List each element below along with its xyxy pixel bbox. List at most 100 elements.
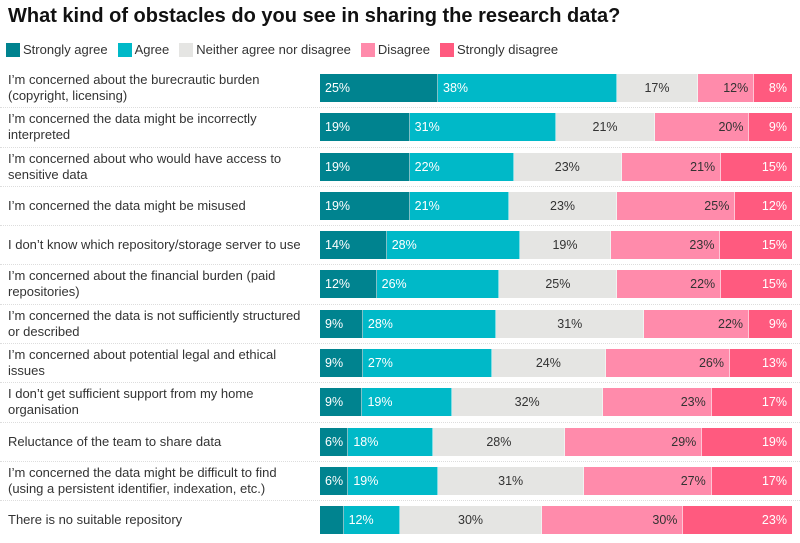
- data-label: 19%: [367, 395, 393, 410]
- bar-segment-strongly-agree: 9%: [320, 388, 363, 417]
- category-label: I don’t get sufficient support from my h…: [8, 386, 254, 418]
- data-label: 27%: [367, 356, 393, 371]
- data-label: 26%: [698, 356, 724, 371]
- legend: Strongly agree Agree Neither agree nor dis…: [6, 42, 558, 57]
- data-label: 31%: [414, 120, 440, 135]
- data-label: 21%: [592, 120, 618, 135]
- data-label: 22%: [718, 316, 744, 331]
- bar-segment-disagree: 29%: [565, 427, 703, 456]
- legend-item: Strongly agree: [6, 42, 108, 57]
- stacked-bar: 9% 19% 32% 23% 17%: [320, 388, 792, 417]
- data-label: 17%: [644, 81, 670, 95]
- legend-swatch: [439, 42, 454, 57]
- data-label: 27%: [680, 473, 706, 488]
- bar-segment-disagree: 12%: [697, 74, 755, 102]
- category-label: I don’t know which repository/storage se…: [8, 237, 301, 253]
- data-label: 29%: [671, 434, 697, 449]
- chart-rows: I’m concerned about the burecrautic burd…: [0, 69, 800, 541]
- bar-segment-strongly-agree: 25%: [320, 74, 438, 102]
- data-label: 12%: [723, 81, 749, 95]
- bar-segment-disagree: 22%: [644, 309, 750, 338]
- bar-segment-strongly-disagree: 8%: [754, 74, 792, 102]
- legend-swatch: [179, 42, 194, 57]
- legend-item: Strongly disagree: [439, 42, 559, 57]
- bar-segment-agree: 18%: [348, 427, 434, 456]
- bar-segment-agree: 31%: [409, 113, 556, 142]
- chart-row: I’m concerned about the burecrautic burd…: [0, 69, 800, 109]
- bar-segment-neither-agree-nor-disagree: 23%: [513, 152, 623, 181]
- legend-swatch: [6, 42, 20, 57]
- data-label: 24%: [535, 356, 561, 371]
- data-label: 19%: [761, 434, 787, 449]
- category-label: There is no suitable repository: [8, 512, 183, 528]
- data-label: 25%: [325, 81, 351, 95]
- bar-segment-strongly-agree: 12%: [320, 270, 377, 299]
- stacked-bar: 12% 30% 30% 23%: [320, 506, 792, 535]
- bar-segment-strongly-agree: 19%: [320, 113, 410, 142]
- data-label: 9%: [325, 356, 344, 371]
- data-label: 19%: [325, 159, 351, 174]
- chart-row: I’m concerned the data might be incorrec…: [0, 108, 800, 148]
- bar-segment-neither-agree-nor-disagree: 28%: [433, 427, 566, 456]
- legend-item: Disagree: [360, 42, 430, 57]
- chart-row: Reluctance of the team to share data 6% 18…: [0, 423, 800, 462]
- data-label: 9%: [768, 316, 787, 331]
- bar-segment-agree: 19%: [362, 388, 453, 417]
- data-label: 22%: [690, 277, 716, 292]
- bar-segment-disagree: 27%: [584, 466, 712, 495]
- bar-segment-agree: 19%: [348, 466, 438, 495]
- category-label: I’m concerned about the burecrautic burd…: [8, 72, 260, 103]
- chart-row: I’m concerned the data is not sufficient…: [0, 305, 800, 345]
- bar-segment-neither-agree-nor-disagree: 19%: [520, 231, 611, 260]
- data-label: 25%: [704, 198, 730, 213]
- bar-segment-strongly-disagree: 12%: [735, 191, 792, 220]
- bar-segment-neither-agree-nor-disagree: 17%: [617, 74, 698, 102]
- bar-segment-disagree: 23%: [603, 388, 712, 417]
- data-label: 20%: [718, 120, 744, 135]
- data-label: 23%: [550, 198, 576, 213]
- legend-item: Agree: [117, 42, 169, 57]
- bar-segment-strongly-disagree: 13%: [730, 349, 792, 378]
- legend-label: Strongly disagree: [456, 42, 559, 57]
- bar-segment-disagree: 26%: [606, 349, 730, 378]
- data-label: 15%: [761, 277, 787, 292]
- category-label: I’m concerned the data might be misused: [8, 197, 246, 213]
- data-label: 28%: [391, 238, 417, 253]
- bar-segment-strongly-agree: [320, 506, 344, 535]
- bar-segment-strongly-agree: 14%: [320, 231, 387, 260]
- data-label: 19%: [325, 198, 351, 213]
- chart-row: There is no suitable repository 12% 30% 30%…: [0, 501, 800, 540]
- data-label: 22%: [414, 159, 440, 174]
- chart-row: I’m concerned the data might be difficul…: [0, 462, 800, 502]
- bar-segment-agree: 22%: [409, 152, 514, 181]
- data-label: 6%: [325, 434, 344, 449]
- category-label: I’m concerned the data is not sufficient…: [8, 307, 301, 339]
- bar-segment-agree: 21%: [409, 191, 509, 220]
- bar-segment-agree: 28%: [362, 309, 497, 338]
- chart-title: What kind of obstacles do you see in sha…: [8, 5, 621, 27]
- bar-segment-neither-agree-nor-disagree: 31%: [496, 309, 645, 338]
- stacked-bar: 9% 27% 24% 26% 13%: [320, 349, 792, 378]
- chart-row: I’m concerned about who would have acces…: [0, 148, 800, 187]
- bar-segment-strongly-agree: 6%: [320, 427, 349, 456]
- category-label: I’m concerned about potential legal and …: [8, 347, 277, 379]
- stacked-bar: 19% 22% 23% 21% 15%: [320, 152, 792, 181]
- chart-row: I’m concerned about potential legal and …: [0, 344, 800, 384]
- data-label: 21%: [690, 159, 716, 174]
- bar-segment-neither-agree-nor-disagree: 25%: [499, 270, 618, 299]
- chart-row: I’m concerned the data might be misused 1…: [0, 187, 800, 227]
- stacked-bar: 12% 26% 25% 22% 15%: [320, 270, 792, 299]
- bar-segment-agree: 26%: [376, 270, 500, 299]
- data-label: 13%: [761, 356, 787, 371]
- bar-segment-strongly-disagree: 9%: [749, 113, 792, 142]
- data-label: 23%: [554, 159, 580, 174]
- data-label: 18%: [353, 434, 379, 449]
- data-label: 9%: [325, 316, 344, 331]
- bar-segment-disagree: 23%: [610, 231, 721, 260]
- bar-segment-strongly-agree: 19%: [320, 191, 410, 220]
- category-label: I’m concerned about who would have acces…: [8, 150, 282, 182]
- data-label: 19%: [353, 473, 379, 488]
- category-label: I’m concerned about the financial burden…: [8, 268, 276, 300]
- bar-segment-strongly-disagree: 15%: [721, 152, 792, 181]
- bar-segment-neither-agree-nor-disagree: 21%: [555, 113, 656, 142]
